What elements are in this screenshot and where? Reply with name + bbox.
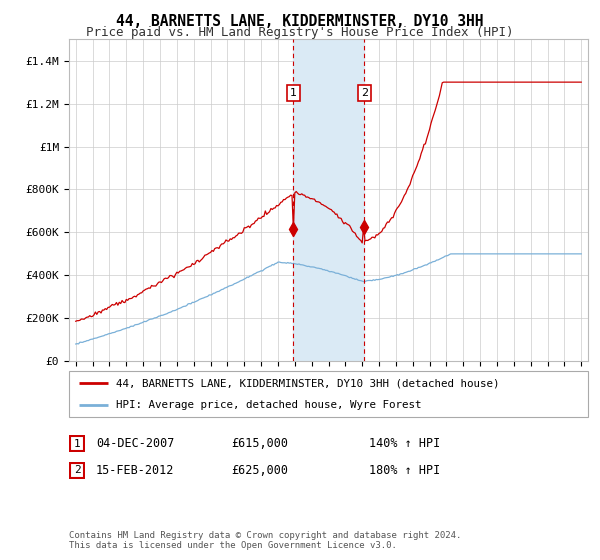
Text: 2: 2	[74, 465, 80, 475]
Text: 140% ↑ HPI: 140% ↑ HPI	[369, 437, 440, 450]
Text: 1: 1	[290, 88, 297, 98]
Text: HPI: Average price, detached house, Wyre Forest: HPI: Average price, detached house, Wyre…	[116, 400, 421, 410]
Text: £615,000: £615,000	[231, 437, 288, 450]
Text: £625,000: £625,000	[231, 464, 288, 477]
Text: 04-DEC-2007: 04-DEC-2007	[96, 437, 175, 450]
Text: 2: 2	[361, 88, 368, 98]
Text: 44, BARNETTS LANE, KIDDERMINSTER, DY10 3HH (detached house): 44, BARNETTS LANE, KIDDERMINSTER, DY10 3…	[116, 378, 499, 388]
Text: 1: 1	[74, 438, 80, 449]
Text: Contains HM Land Registry data © Crown copyright and database right 2024.
This d: Contains HM Land Registry data © Crown c…	[69, 530, 461, 550]
Text: 15-FEB-2012: 15-FEB-2012	[96, 464, 175, 477]
Bar	[293, 39, 364, 361]
Text: 44, BARNETTS LANE, KIDDERMINSTER, DY10 3HH: 44, BARNETTS LANE, KIDDERMINSTER, DY10 3…	[116, 14, 484, 29]
Text: 180% ↑ HPI: 180% ↑ HPI	[369, 464, 440, 477]
Text: Price paid vs. HM Land Registry's House Price Index (HPI): Price paid vs. HM Land Registry's House …	[86, 26, 514, 39]
